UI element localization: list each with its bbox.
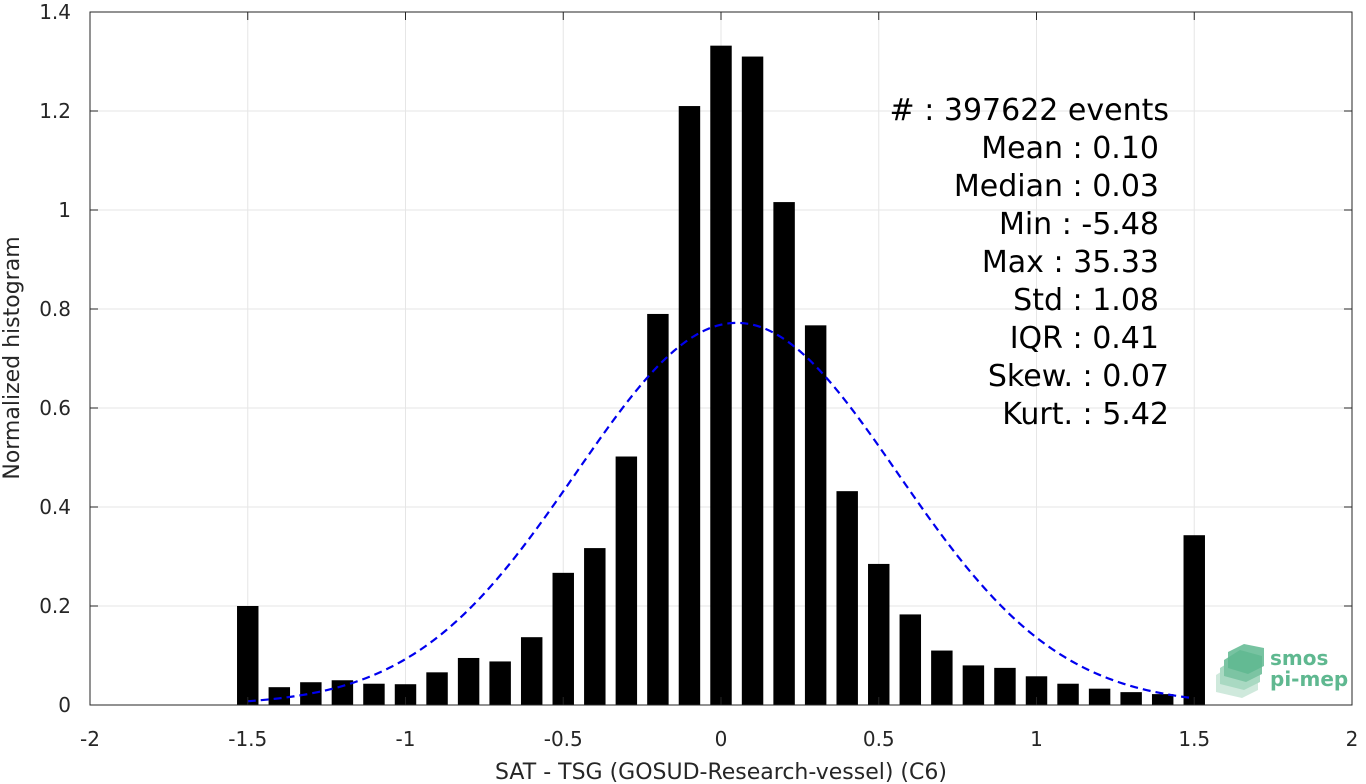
histogram-bar [804, 325, 827, 705]
histogram-bar [457, 657, 480, 705]
histogram-bar [1088, 688, 1111, 705]
stats-line: Skew. : 0.07 [988, 359, 1169, 394]
tick-labels: -2 -1.5 -1 -0.5 0 0.5 1 1.5 2 0 0.2 0.4 0.6 0.8 1 1.2 1.… [39, 0, 1358, 751]
smos-pi-mep-logo: smos pi-mep [1216, 644, 1348, 698]
x-tick-label: 0 [715, 727, 728, 751]
x-tick-label: -1 [396, 727, 416, 751]
stats-line: IQR : 0.41 [1010, 321, 1159, 356]
normal-fit-curve [247, 321, 1195, 703]
x-tick-label: -0.5 [544, 727, 583, 751]
axes [89, 11, 1353, 706]
histogram-bar [520, 637, 543, 705]
histogram-bar [1120, 692, 1142, 705]
stats-line: Mean : 0.10 [981, 131, 1159, 166]
histogram-bar [1057, 683, 1079, 705]
logo-mark-icon [1216, 644, 1264, 698]
histogram-bar [268, 687, 291, 705]
stats-line: Max : 35.33 [982, 245, 1159, 280]
stats-line: Min : -5.48 [999, 207, 1159, 242]
histogram-bar [1183, 535, 1205, 705]
x-axis-label: SAT - TSG (GOSUD-Research-vessel) (C6) [495, 760, 947, 784]
y-tick-label: 0.8 [39, 297, 71, 321]
x-tick-label: -1.5 [228, 727, 267, 751]
histogram-bar [962, 665, 985, 705]
y-tick-label: 1.4 [39, 0, 71, 24]
histogram-bar [1151, 694, 1174, 705]
x-tick-label: 1 [1030, 727, 1043, 751]
histogram-bar [489, 661, 511, 705]
y-axis-label: Normalized histogram [0, 236, 25, 479]
x-tick-label: 2 [1346, 727, 1359, 751]
x-tick-label: 0.5 [863, 727, 895, 751]
stats-line: # : 397622 events [890, 93, 1169, 128]
histogram-bar [710, 45, 732, 706]
y-tick-label: 0 [58, 693, 71, 717]
histogram-bar [237, 606, 259, 705]
histogram-bar [836, 491, 858, 705]
histogram-bar [331, 680, 354, 705]
logo-line1: smos [1270, 646, 1328, 670]
histogram-bar [300, 682, 322, 705]
histogram-bar [584, 548, 606, 705]
histogram-bar [426, 672, 448, 705]
y-tick-label: 1.2 [39, 99, 71, 123]
y-tick-label: 0.6 [39, 396, 71, 420]
histogram-bar [552, 572, 574, 705]
histogram-bar [931, 650, 953, 705]
x-tick-label: -2 [80, 727, 100, 751]
stats-line: Kurt. : 5.42 [1002, 397, 1169, 432]
histogram-bar [773, 202, 795, 705]
histogram-bar [868, 563, 890, 705]
histogram-bar [741, 56, 764, 706]
histogram-bar [394, 684, 417, 705]
stats-line: Std : 1.08 [1013, 283, 1159, 318]
histogram-bar [647, 313, 669, 705]
y-tick-label: 0.4 [39, 495, 71, 519]
stats-line: Median : 0.03 [954, 169, 1159, 204]
y-tick-label: 0.2 [39, 594, 71, 618]
histogram-bar [899, 614, 922, 705]
bars [237, 45, 1205, 706]
histogram-bar [363, 683, 385, 705]
histogram-bar [994, 667, 1016, 705]
histogram-bar [615, 456, 638, 705]
x-tick-label: 1.5 [1178, 727, 1210, 751]
histogram-bar [1025, 676, 1048, 705]
logo-line2: pi-mep [1270, 667, 1348, 691]
histogram-bar [678, 106, 701, 706]
y-tick-label: 1 [58, 198, 71, 222]
